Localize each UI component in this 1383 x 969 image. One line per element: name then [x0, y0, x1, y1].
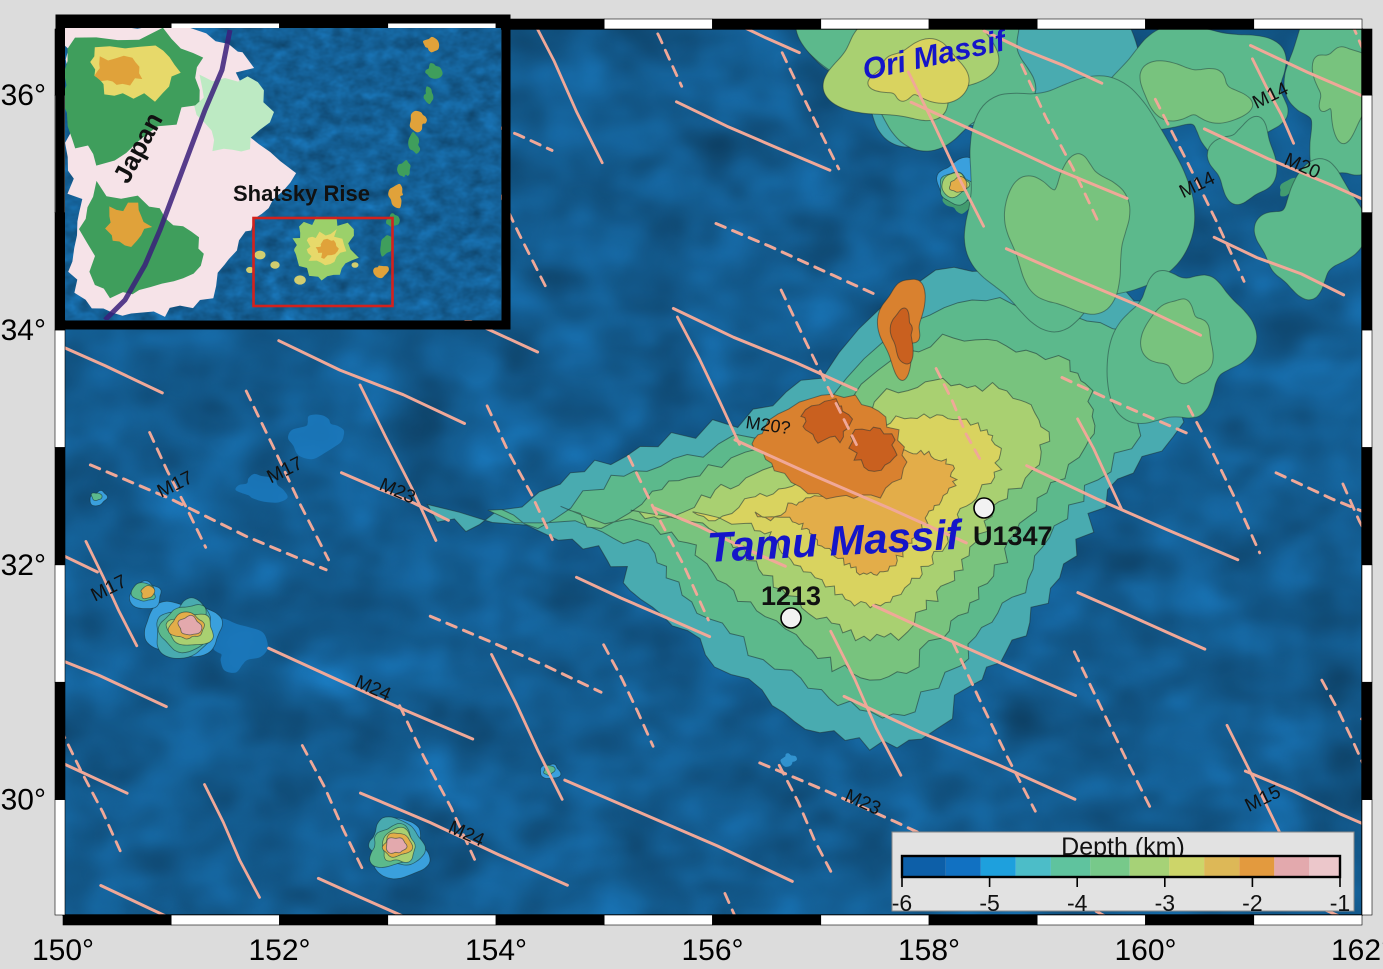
svg-text:-6: -6 [892, 890, 912, 916]
svg-text:160°: 160° [1114, 934, 1176, 967]
svg-text:162°: 162° [1331, 934, 1383, 967]
svg-text:-2: -2 [1242, 890, 1262, 916]
svg-text:-3: -3 [1155, 890, 1175, 916]
svg-text:-5: -5 [979, 890, 999, 916]
svg-text:Shatsky Rise: Shatsky Rise [233, 181, 370, 206]
svg-text:156°: 156° [681, 934, 743, 967]
svg-text:36°: 36° [1, 79, 46, 112]
svg-text:-4: -4 [1067, 890, 1088, 916]
svg-text:158°: 158° [898, 934, 960, 967]
svg-text:1213: 1213 [761, 581, 821, 611]
svg-text:154°: 154° [465, 934, 527, 967]
svg-text:-1: -1 [1330, 890, 1350, 916]
svg-text:150°: 150° [32, 934, 94, 967]
svg-text:U1347: U1347 [973, 521, 1053, 551]
svg-text:152°: 152° [248, 934, 310, 967]
svg-text:34°: 34° [1, 314, 46, 347]
svg-text:32°: 32° [1, 549, 46, 582]
svg-text:30°: 30° [1, 784, 46, 817]
